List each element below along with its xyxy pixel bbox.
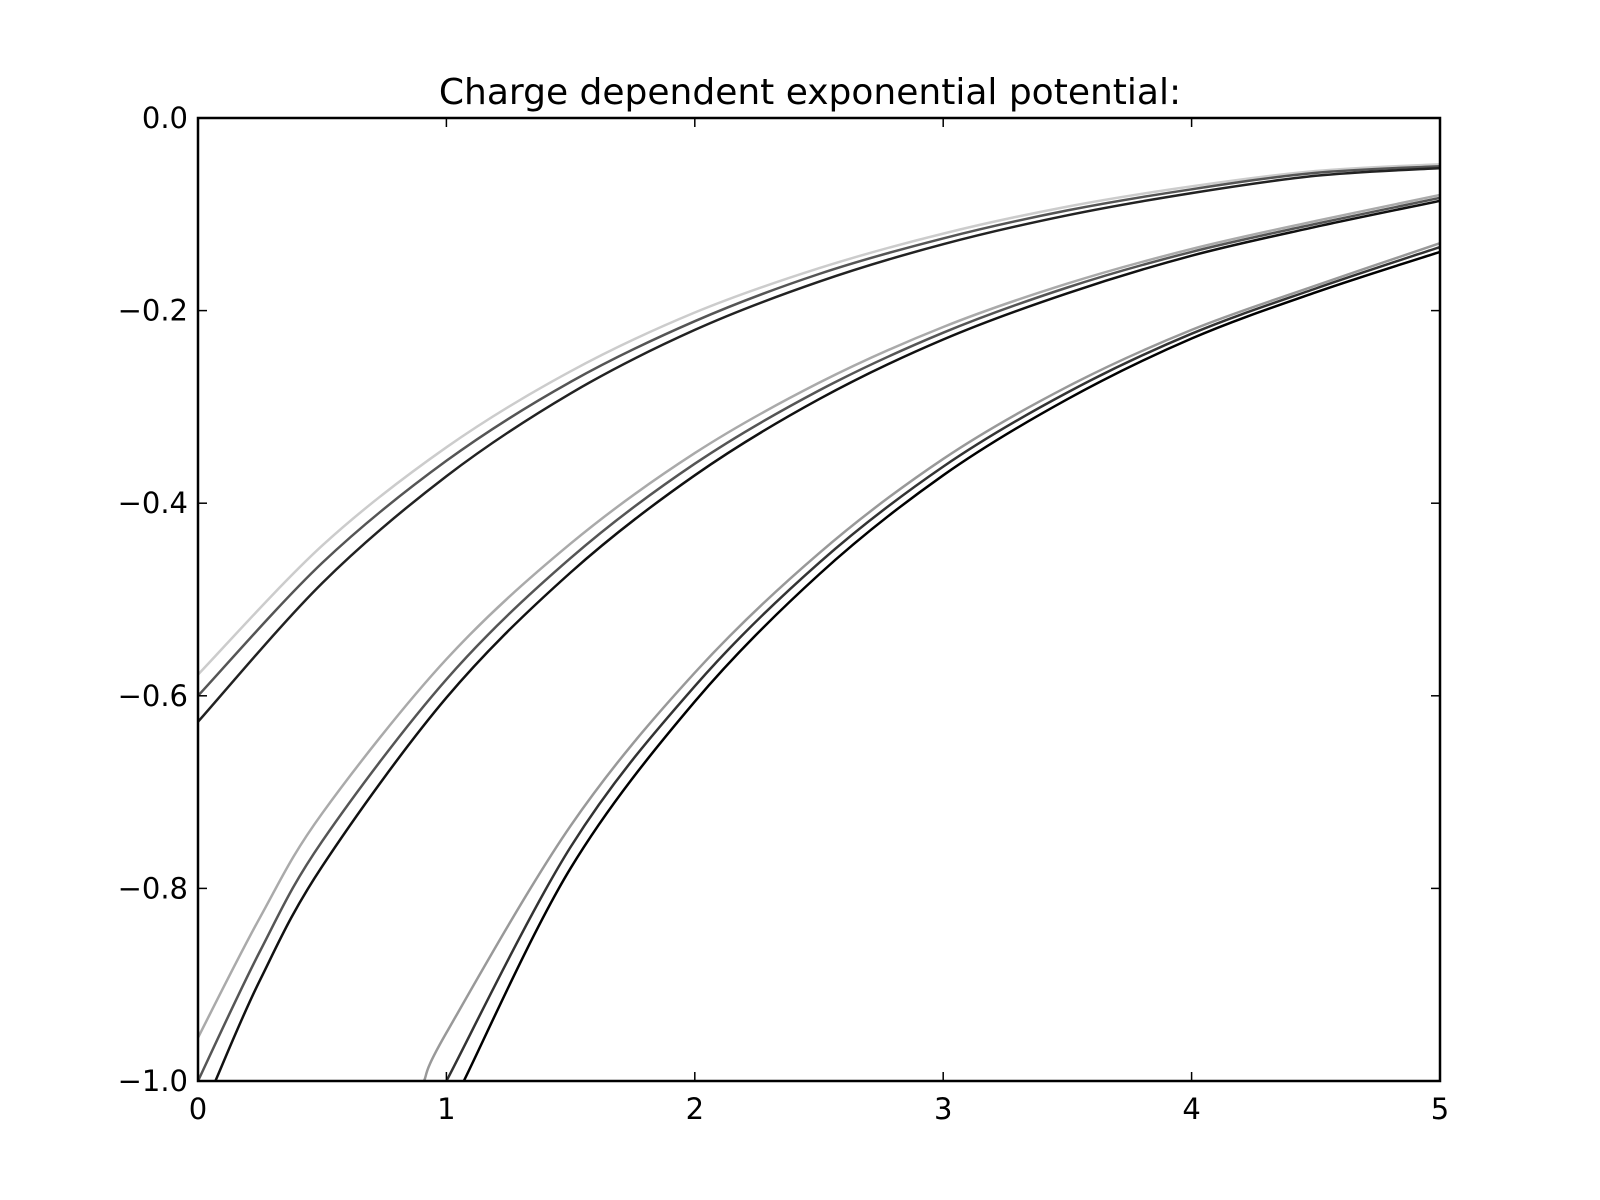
series-layer — [198, 162, 1440, 1081]
x-tick-label: 2 — [686, 1092, 704, 1126]
series-line-7 — [422, 242, 1440, 1081]
axes-frame — [196, 116, 1442, 1083]
series-line-2 — [198, 164, 1440, 697]
series-line-4 — [198, 193, 1440, 1039]
y-tick-label: −0.8 — [118, 871, 188, 905]
series-line-9 — [462, 250, 1440, 1081]
y-tick-label: 0.0 — [142, 101, 188, 135]
x-tick-label: 3 — [934, 1092, 952, 1126]
tick-layer: 0 1 2 3 4 5 0.0 −0.2 −0.4 −0.6 −0.8 −1.0 — [118, 101, 1450, 1126]
y-tick-label: −1.0 — [118, 1064, 188, 1098]
x-tick-label: 1 — [437, 1092, 455, 1126]
series-line-3 — [198, 166, 1440, 723]
y-tick-label: −0.6 — [118, 679, 188, 713]
x-tick-label: 0 — [189, 1092, 207, 1126]
chart-title: Charge dependent exponential potential: — [439, 72, 1181, 113]
series-line-6 — [214, 199, 1440, 1081]
y-tick-label: −0.2 — [118, 294, 188, 328]
x-tick-label: 5 — [1431, 1092, 1449, 1126]
x-tick-label: 4 — [1182, 1092, 1200, 1126]
series-line-1 — [198, 162, 1440, 676]
series-line-8 — [445, 245, 1440, 1081]
series-line-5 — [198, 196, 1440, 1081]
y-tick-label: −0.4 — [118, 486, 188, 520]
